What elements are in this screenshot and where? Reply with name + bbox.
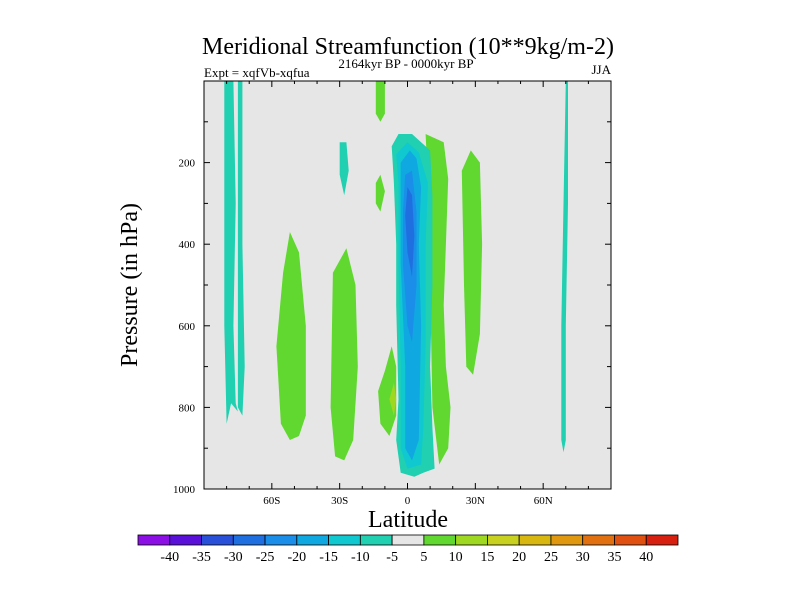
colorbar-swatch	[455, 534, 488, 546]
colorbar-swatch	[169, 534, 202, 546]
colorbar-label: -25	[256, 550, 275, 565]
colorbar-swatch	[137, 534, 171, 546]
y-axis-label: Pressure (in hPa)	[117, 203, 143, 367]
colorbar-swatch	[264, 534, 298, 546]
contour-region-8	[389, 382, 397, 416]
contour-region-7	[378, 346, 397, 436]
contour-regions	[224, 81, 568, 477]
contour-region-5	[375, 81, 385, 122]
season-label: JJA	[591, 62, 611, 77]
colorbar-label: -10	[351, 550, 370, 565]
axes: 200 400 600 800 1000 60S 30S 0 30N 60N	[173, 81, 611, 507]
colorbar-swatch	[296, 534, 329, 546]
colorbar-label: -20	[287, 550, 306, 565]
colorbar-swatch	[201, 534, 234, 546]
colorbar-label: 30	[576, 550, 590, 565]
contour-region-16	[561, 81, 568, 453]
colorbar: -40 -35 -30 -25 -20 -15 -10 -5 5 10 15 20 25 30 35 40	[137, 534, 679, 565]
colorbar-swatch	[518, 534, 552, 546]
x-axis-label: Latitude	[368, 507, 448, 533]
colorbar-label: -5	[386, 550, 398, 565]
colorbar-swatch	[550, 534, 584, 546]
x-tick-label: 0	[405, 495, 411, 507]
colorbar-label: -40	[160, 550, 179, 565]
x-tick-label: 60S	[263, 495, 280, 507]
colorbar-label: 5	[420, 550, 427, 565]
y-tick-label: 200	[179, 158, 196, 170]
contour-region-4	[339, 142, 349, 196]
x-tick-label: 30S	[331, 495, 348, 507]
colorbar-swatch	[232, 534, 266, 546]
x-tick-label: 30N	[466, 495, 485, 507]
colorbar-label: 10	[449, 550, 463, 565]
colorbar-swatch	[614, 534, 647, 546]
contour-region-6	[375, 174, 385, 212]
colorbar-label: 40	[639, 550, 653, 565]
contour-region-2	[276, 232, 306, 440]
contour-region-15	[405, 187, 415, 277]
colorbar-swatch	[582, 534, 615, 546]
experiment-label: Expt = xqfVb-xqfua	[204, 65, 310, 80]
y-tick-label: 800	[179, 402, 196, 414]
colorbar-swatch	[359, 534, 393, 546]
colorbar-label: 25	[544, 550, 558, 565]
colorbar-swatch	[487, 534, 520, 546]
contour-region-1	[237, 81, 245, 416]
contour-region-10	[461, 150, 483, 375]
colorbar-label: -35	[192, 550, 211, 565]
colorbar-swatch	[645, 534, 679, 546]
y-tick-label: 400	[179, 239, 196, 251]
colorbar-label: 35	[607, 550, 621, 565]
colorbar-label: -15	[319, 550, 338, 565]
colorbar-label: 15	[480, 550, 494, 565]
colorbar-label: -30	[224, 550, 243, 565]
y-tick-label: 600	[179, 321, 196, 333]
colorbar-swatch	[391, 534, 425, 546]
chart-title: Meridional Streamfunction (10**9kg/m-2)	[202, 34, 614, 60]
colorbar-swatch	[423, 534, 457, 546]
y-tick-label: 1000	[173, 484, 196, 496]
x-tick-label: 60N	[534, 495, 553, 507]
period-label: 2164kyr BP - 0000kyr BP	[338, 56, 473, 71]
contour-region-3	[330, 248, 358, 461]
colorbar-swatch	[328, 534, 361, 546]
contour-region-0	[224, 81, 238, 424]
colorbar-label: 20	[512, 550, 526, 565]
